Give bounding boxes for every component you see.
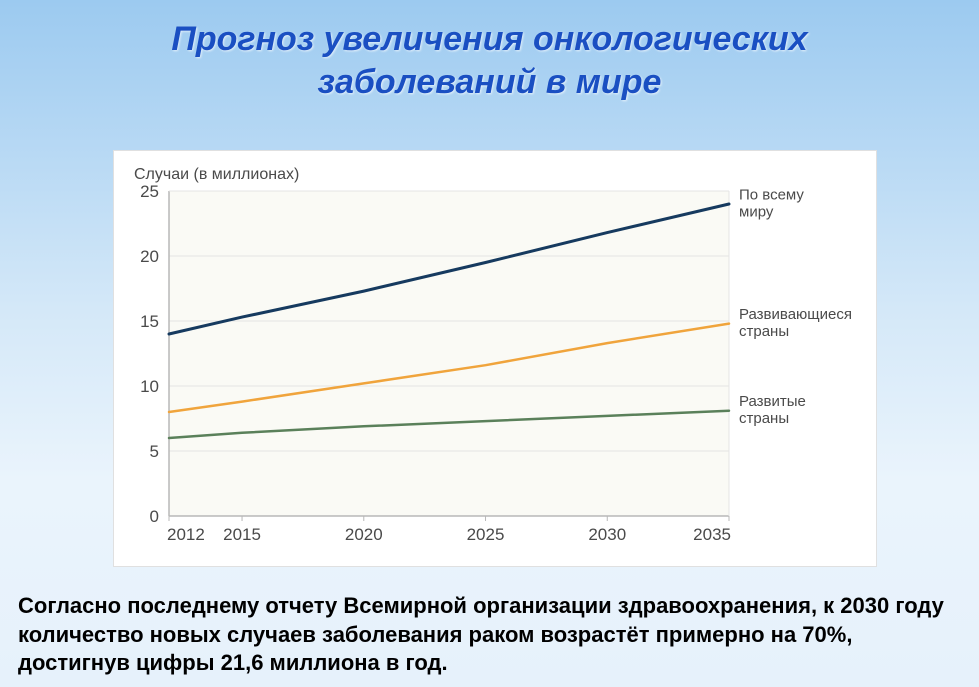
x-tick-label: 2025 [467,525,505,544]
y-tick-label: 15 [140,312,159,331]
x-tick-label: 2015 [223,525,261,544]
line-chart: 0510152025201220152020202520302035Случаи… [114,151,876,566]
chart-container: 0510152025201220152020202520302035Случаи… [113,150,877,567]
y-tick-label: 0 [150,507,159,526]
series-label: Развивающиесястраны [739,306,852,340]
y-tick-label: 10 [140,377,159,396]
x-tick-label: 2020 [345,525,383,544]
caption-text: Согласно последнему отчету Всемирной орг… [18,592,961,678]
slide-root: Прогноз увеличения онкологических заболе… [0,0,979,687]
y-axis-title: Случаи (в миллионах) [134,166,299,183]
slide-title: Прогноз увеличения онкологических заболе… [0,18,979,103]
title-line-2: заболеваний в мире [318,63,662,101]
title-line-1: Прогноз увеличения онкологических [171,20,807,58]
y-tick-label: 5 [150,442,159,461]
y-tick-label: 20 [140,247,159,266]
x-tick-label: 2012 [167,525,205,544]
x-tick-label: 2030 [588,525,626,544]
series-label: По всемумиру [739,187,804,221]
series-label: Развитыестраны [739,393,806,427]
y-tick-label: 25 [140,182,159,201]
x-tick-label: 2035 [693,525,731,544]
